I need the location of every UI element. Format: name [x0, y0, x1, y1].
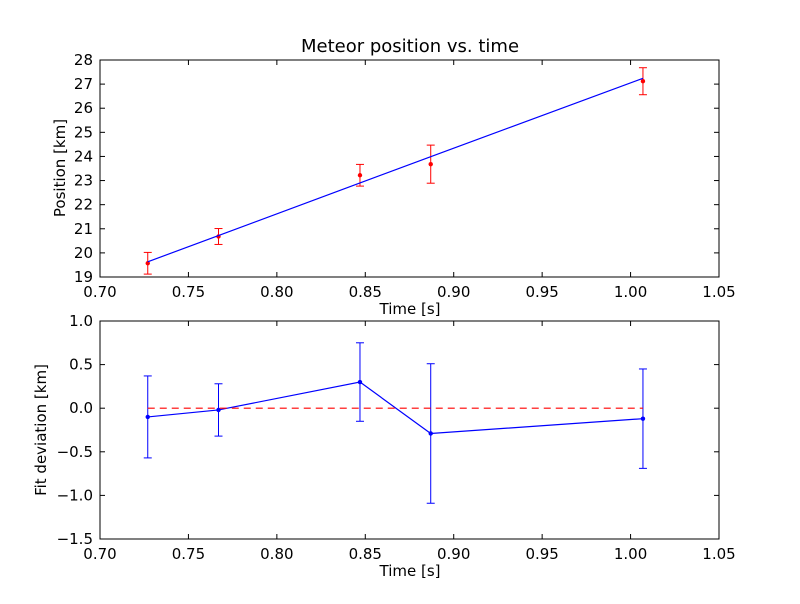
y-tick-label: −1.0	[57, 486, 93, 504]
x-tick-label: 0.85	[349, 283, 382, 301]
data-point	[428, 161, 433, 167]
x-tick-label: 0.85	[349, 545, 382, 563]
x-tick-label: 0.95	[525, 283, 558, 301]
data-point	[357, 379, 363, 385]
y-tick-label: 21	[74, 220, 93, 238]
x-tick-label: 0.75	[172, 283, 205, 301]
x-tick-label: 0.70	[83, 545, 116, 563]
top-x-ticks: 0.70 0.75 0.80 0.85 0.90 0.95 1.00 1.05	[83, 60, 736, 301]
y-tick-label: 24	[74, 147, 93, 165]
bottom-plot-area	[99, 320, 720, 540]
y-tick-label: −0.5	[57, 443, 93, 461]
x-tick-label: 0.75	[172, 545, 205, 563]
data-point	[428, 431, 433, 436]
x-tick-label: 0.90	[437, 283, 470, 301]
y-tick-label: 1.0	[69, 312, 93, 330]
x-tick-label: 1.05	[702, 545, 735, 563]
y-tick-label: 25	[74, 123, 93, 141]
bottom-panel: 0.70 0.75 0.80 0.85 0.90 0.95 1.00 1.05 −1.5−1.…	[32, 312, 736, 580]
top-series	[143, 67, 647, 275]
x-tick-label: 1.05	[702, 283, 735, 301]
y-tick-label: 27	[74, 75, 93, 93]
x-tick-label: 1.00	[614, 545, 647, 563]
x-tick-label: 0.80	[260, 545, 293, 563]
data-point	[145, 414, 150, 420]
y-tick-label: 20	[74, 244, 93, 262]
data-point	[640, 79, 646, 84]
y-tick-label: 28	[74, 51, 93, 69]
bottom-series	[143, 342, 647, 504]
y-tick-label: 19	[74, 268, 93, 286]
top-panel: Meteor position vs. time 0.70 0.75 0.80 0.8…	[51, 36, 736, 318]
x-tick-label: 0.70	[83, 283, 116, 301]
top-y-ticks: 19 20 21 22 23 24 25 26 27 28	[74, 51, 719, 286]
y-tick-label: 0.5	[69, 356, 93, 374]
x-tick-label: 0.90	[437, 545, 470, 563]
y-tick-label: 22	[74, 196, 93, 214]
bottom-y-axis-label: Fit deviation [km]	[32, 364, 50, 496]
series-line-1	[147, 77, 644, 263]
y-tick-label: 26	[74, 99, 93, 117]
y-tick-label: 0.0	[69, 399, 93, 417]
bottom-y-ticks: −1.5 −1.0 −0.5 0.0 0.5 1.0	[57, 312, 719, 548]
data-point	[145, 261, 150, 266]
bottom-x-ticks: 0.70 0.75 0.80 0.85 0.90 0.95 1.00 1.05	[83, 321, 736, 563]
y-tick-label: 23	[74, 172, 93, 190]
x-tick-label: 1.00	[614, 283, 647, 301]
top-chart-title: Meteor position vs. time	[301, 36, 519, 57]
top-y-axis-label: Position [km]	[51, 119, 69, 217]
y-tick-label: −1.5	[57, 530, 93, 548]
data-point	[357, 173, 363, 178]
bottom-x-axis-label: Time [s]	[379, 562, 441, 580]
x-tick-label: 0.80	[260, 283, 293, 301]
data-point	[216, 407, 221, 413]
top-x-axis-label: Time [s]	[379, 300, 441, 318]
x-tick-label: 0.95	[525, 545, 558, 563]
data-point	[640, 416, 646, 421]
